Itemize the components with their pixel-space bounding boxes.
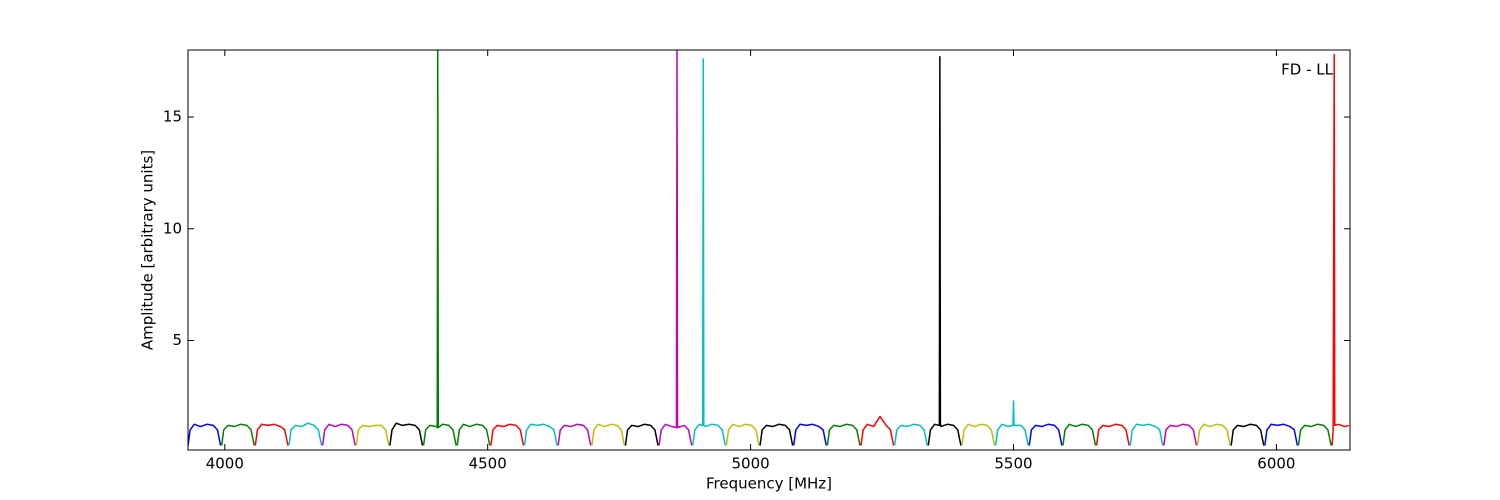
plot-area: [188, 50, 1350, 450]
x-tick-label: 6000: [1257, 455, 1295, 473]
x-tick-label: 4500: [469, 455, 507, 473]
series-line: [1264, 423, 1299, 446]
series-line: [1297, 423, 1332, 446]
series-line: [893, 423, 928, 446]
series-line: [220, 423, 255, 446]
series-line: [658, 50, 693, 446]
plot-frame: [187, 49, 1351, 451]
series-line: [254, 423, 289, 446]
series-line: [557, 423, 592, 446]
series-line: [1230, 423, 1265, 446]
series-line: [826, 423, 861, 446]
series-line: [422, 50, 457, 446]
y-tick-label: 15: [163, 108, 182, 126]
series-line: [1163, 423, 1198, 446]
y-axis-label: Amplitude [arbitrary units]: [139, 150, 157, 350]
series-line: [188, 423, 222, 446]
series-line: [523, 423, 558, 446]
x-axis-label: Frequency [MHz]: [706, 475, 832, 493]
y-tick-label: 5: [172, 331, 182, 349]
series-line: [490, 423, 525, 446]
y-tick-label: 10: [163, 219, 182, 237]
x-tick-label: 5500: [994, 455, 1032, 473]
series-line: [456, 423, 491, 446]
series-line: [1095, 423, 1130, 446]
series-line: [927, 55, 962, 446]
annotation: FD - LL: [1281, 61, 1333, 79]
series-line: [725, 423, 760, 446]
series-line: [792, 423, 828, 446]
series-line: [961, 423, 996, 446]
series-line: [994, 400, 1029, 446]
series-line: [1028, 423, 1063, 446]
x-tick-label: 4000: [206, 455, 244, 473]
series-line: [692, 58, 727, 446]
series-line: [1196, 423, 1231, 446]
series-line: [389, 422, 424, 446]
series-group: [188, 50, 1350, 446]
series-line: [1062, 423, 1097, 446]
series-line: [1129, 423, 1164, 446]
series-line: [860, 415, 895, 446]
series-line: [1331, 53, 1350, 446]
series-line: [288, 422, 323, 446]
series-line: [321, 423, 356, 446]
series-line: [759, 423, 794, 446]
series-line: [624, 423, 659, 446]
series-line: [591, 423, 626, 446]
x-tick-label: 5000: [732, 455, 770, 473]
series-line: [355, 424, 390, 446]
